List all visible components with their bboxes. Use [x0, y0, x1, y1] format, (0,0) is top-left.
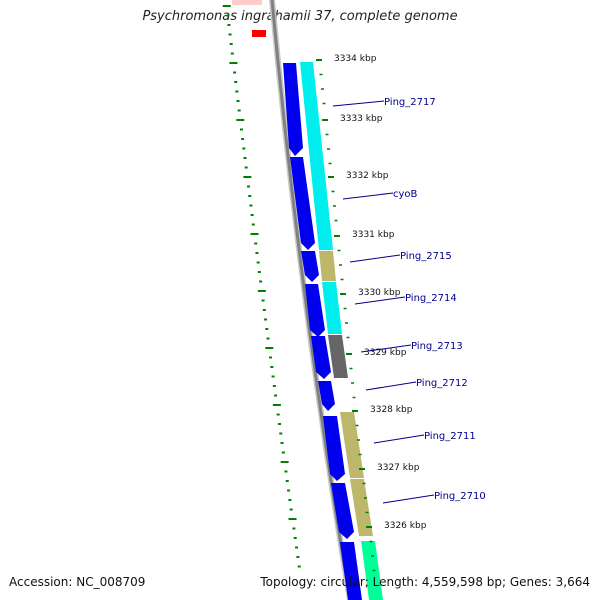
gene-labels: Ping_2717 cyoB Ping_2715 Ping_2714 Ping_2713…	[332, 97, 486, 504]
tick-label: 3334 kbp	[334, 54, 377, 64]
gene-leader-line	[365, 381, 417, 391]
cog-block	[319, 251, 336, 281]
cds-arrow	[283, 63, 303, 156]
cog-block	[300, 62, 333, 250]
partial-feature-red	[252, 30, 266, 37]
cds-arrow	[318, 381, 335, 411]
partial-feature-top	[232, 0, 262, 5]
accession-label: Accession: NC_008709	[9, 575, 146, 589]
cds-arrow	[290, 157, 315, 250]
gene-label: Ping_2714	[405, 293, 457, 304]
gene-label: Ping_2711	[424, 431, 476, 442]
cog-block	[322, 282, 342, 334]
genome-summary: Topology: circular; Length: 4,559,598 bp…	[260, 575, 590, 589]
cds-arrow	[305, 284, 325, 337]
gene-leader-line	[373, 434, 425, 444]
cds-arrow	[301, 251, 319, 282]
gene-leader-line	[354, 296, 406, 305]
tick-label: 3331 kbp	[352, 230, 395, 240]
tick-label: 3326 kbp	[384, 521, 427, 531]
cog-track	[300, 62, 383, 600]
gene-leader-line	[332, 100, 385, 107]
cds-track	[283, 63, 362, 600]
gene-label: Ping_2710	[434, 491, 486, 502]
tick-label: 3332 kbp	[346, 171, 389, 181]
gene-leader-line	[349, 254, 401, 263]
position-ticks: 3334 kbp 3333 kbp 3332 kbp 3331 kbp 3330 kbp…	[316, 54, 427, 572]
gene-label: cyoB	[393, 189, 418, 200]
gene-leader-line	[382, 494, 435, 504]
gene-label: Ping_2713	[411, 341, 463, 352]
cog-block	[361, 541, 383, 600]
tick-label: 3333 kbp	[340, 114, 383, 124]
cds-arrow	[331, 483, 354, 539]
gene-leader-line	[342, 192, 394, 200]
tick-label: 3329 kbp	[364, 348, 407, 358]
gene-label: Ping_2715	[400, 251, 452, 262]
cds-arrow	[311, 336, 331, 379]
tick-label: 3327 kbp	[377, 463, 420, 473]
tick-label: 3330 kbp	[358, 288, 401, 298]
gene-label: Ping_2712	[416, 378, 468, 389]
gene-leader-line	[360, 344, 412, 353]
cog-block	[328, 335, 348, 378]
gc-skew-track	[222, 5, 301, 568]
cog-block	[340, 412, 364, 478]
tick-label: 3328 kbp	[370, 405, 413, 415]
cog-block	[350, 479, 373, 536]
cds-arrow	[323, 416, 345, 481]
map-title: Psychromonas ingrahamii 37, complete gen…	[142, 9, 458, 24]
cds-arrow	[340, 542, 362, 600]
gene-label: Ping_2717	[384, 97, 436, 108]
